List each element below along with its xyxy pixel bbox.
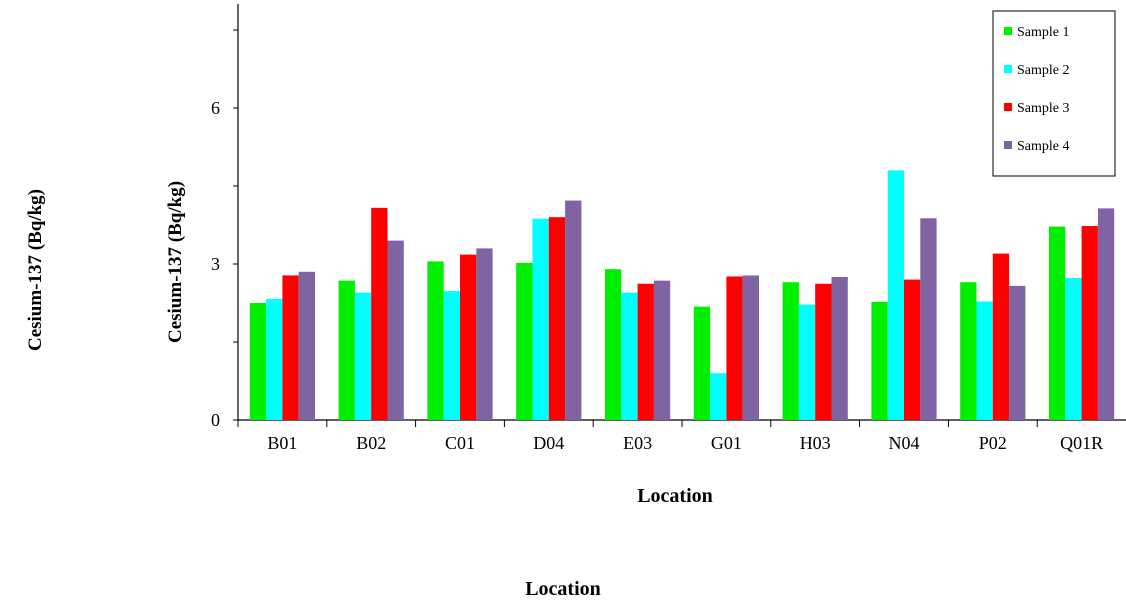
bar bbox=[460, 254, 477, 420]
bar bbox=[565, 200, 582, 420]
bar bbox=[1065, 278, 1082, 420]
outer-x-axis-label: Location bbox=[525, 578, 601, 600]
bar bbox=[298, 271, 315, 420]
bar bbox=[443, 291, 460, 420]
bar bbox=[338, 280, 355, 420]
x-tick-label: Q01R bbox=[1060, 433, 1103, 453]
bar bbox=[282, 275, 299, 420]
bar bbox=[815, 283, 832, 420]
bar bbox=[1097, 208, 1115, 420]
x-tick-label: D04 bbox=[533, 433, 564, 453]
x-tick-label: N04 bbox=[889, 433, 920, 453]
legend-swatch bbox=[1004, 103, 1012, 111]
bar bbox=[621, 292, 638, 420]
bar bbox=[354, 292, 372, 420]
legend-label: Sample 1 bbox=[1017, 25, 1070, 40]
bar bbox=[548, 217, 566, 420]
bar bbox=[976, 301, 993, 420]
bar bbox=[1009, 285, 1026, 420]
y-tick-label: 3 bbox=[211, 254, 220, 274]
x-tick-label: E03 bbox=[623, 433, 652, 453]
bar bbox=[1049, 226, 1066, 420]
legend-label: Sample 3 bbox=[1017, 101, 1070, 116]
x-axis-label: Location bbox=[637, 485, 713, 507]
bar bbox=[871, 301, 888, 420]
bar bbox=[798, 304, 816, 420]
bar bbox=[920, 218, 937, 420]
bar bbox=[516, 262, 533, 420]
bar bbox=[427, 261, 444, 420]
y-tick-label: 0 bbox=[211, 410, 220, 430]
legend-label: Sample 2 bbox=[1017, 63, 1070, 78]
legend-label: Sample 4 bbox=[1017, 139, 1070, 154]
bar bbox=[992, 253, 1010, 420]
legend-swatch bbox=[1004, 65, 1012, 73]
legend-swatch bbox=[1004, 27, 1012, 35]
bar bbox=[476, 248, 493, 420]
bar bbox=[266, 298, 283, 420]
bar bbox=[532, 218, 549, 420]
bar bbox=[1081, 226, 1098, 420]
bar bbox=[726, 276, 743, 420]
outer-y-axis-label-box: Cesium-137 (Bq/kg) bbox=[12, 150, 60, 390]
bar bbox=[387, 240, 404, 420]
bar bbox=[887, 170, 904, 420]
y-tick-label: 6 bbox=[211, 98, 220, 118]
x-tick-label: C01 bbox=[445, 433, 475, 453]
bar bbox=[249, 303, 267, 420]
bar bbox=[605, 269, 622, 420]
bar bbox=[904, 279, 921, 420]
bar bbox=[637, 283, 654, 420]
x-tick-label: B02 bbox=[356, 433, 386, 453]
legend-box bbox=[992, 10, 1116, 177]
x-tick-label: B01 bbox=[267, 433, 297, 453]
bar bbox=[782, 282, 799, 420]
bar bbox=[653, 280, 671, 420]
bar bbox=[371, 207, 388, 420]
y-axis-label: Cesium-137 (Bq/kg) bbox=[165, 181, 186, 343]
x-tick-label: G01 bbox=[711, 433, 742, 453]
bar bbox=[710, 373, 727, 420]
bar bbox=[831, 277, 848, 420]
x-tick-label: H03 bbox=[800, 433, 831, 453]
outer-y-axis-label: Cesium-137 (Bq/kg) bbox=[25, 188, 47, 352]
legend-swatch bbox=[1004, 141, 1012, 149]
bar bbox=[742, 275, 759, 420]
bar bbox=[960, 282, 977, 420]
x-tick-label: P02 bbox=[979, 433, 1007, 453]
bar bbox=[693, 306, 711, 420]
